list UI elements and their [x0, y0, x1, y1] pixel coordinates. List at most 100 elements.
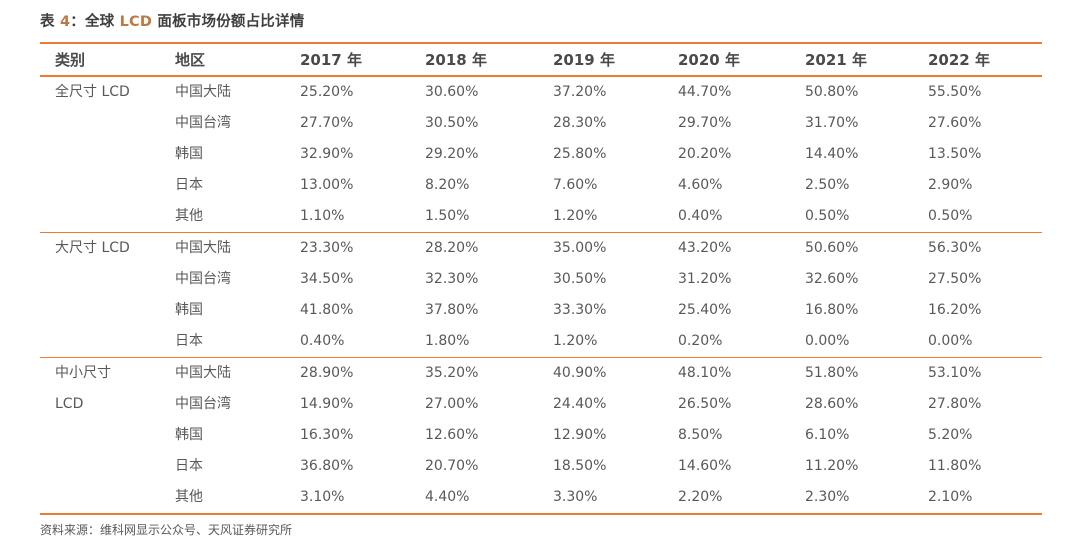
value-cell: 4.60%	[678, 177, 723, 193]
region-cell: 其他	[175, 489, 203, 505]
value-cell: 30.50%	[425, 115, 479, 131]
value-cell: 28.30%	[553, 115, 607, 131]
column-header-category: 类别	[40, 43, 160, 77]
column-header-2022: 2022 年	[913, 43, 1042, 77]
value-cell: 27.50%	[928, 271, 982, 287]
value-cell: 12.90%	[553, 427, 607, 443]
value-cell: 55.50%	[928, 84, 982, 100]
value-cell: 20.20%	[678, 146, 732, 162]
title-text: 表	[40, 14, 60, 30]
value-cell: 3.30%	[553, 489, 598, 505]
value-cell: 25.80%	[553, 146, 607, 162]
value-cell: 0.50%	[805, 208, 850, 224]
table-row: 其他 3.10% 4.40% 3.30% 2.20% 2.30% 2.10%	[40, 482, 1042, 514]
value-cell: 31.20%	[678, 271, 732, 287]
value-cell: 16.20%	[928, 302, 982, 318]
value-cell: 6.10%	[805, 427, 850, 443]
value-cell: 13.00%	[300, 177, 354, 193]
column-header-2018: 2018 年	[410, 43, 538, 77]
column-header-2017: 2017 年	[285, 43, 410, 77]
value-cell: 37.20%	[553, 84, 607, 100]
value-cell: 41.80%	[300, 302, 354, 318]
value-cell: 14.60%	[678, 458, 732, 474]
value-cell: 28.60%	[805, 396, 859, 412]
value-cell: 3.10%	[300, 489, 345, 505]
value-cell: 37.80%	[425, 302, 479, 318]
region-cell: 韩国	[175, 146, 203, 162]
value-cell: 1.10%	[300, 208, 345, 224]
value-cell: 25.20%	[300, 84, 354, 100]
value-cell: 32.30%	[425, 271, 479, 287]
region-cell: 中国台湾	[175, 396, 231, 412]
value-cell: 25.40%	[678, 302, 732, 318]
value-cell: 43.20%	[663, 232, 790, 264]
value-cell: 27.60%	[928, 115, 982, 131]
value-cell: 30.60%	[425, 84, 479, 100]
region-cell: 日本	[175, 333, 203, 349]
region-cell: 中国大陆	[160, 357, 285, 389]
value-cell: 2.50%	[805, 177, 850, 193]
value-cell: 11.20%	[805, 458, 859, 474]
value-cell: 0.50%	[928, 208, 973, 224]
value-cell: 32.60%	[805, 271, 859, 287]
table-row: 其他 1.10% 1.50% 1.20% 0.40% 0.50% 0.50%	[40, 201, 1042, 233]
region-cell: 韩国	[175, 302, 203, 318]
column-header-2020: 2020 年	[663, 43, 790, 77]
table-row: 韩国 16.30% 12.60% 12.90% 8.50% 6.10% 5.20%	[40, 420, 1042, 451]
value-cell: 11.80%	[928, 458, 982, 474]
value-cell: 1.80%	[425, 333, 470, 349]
value-cell: 30.50%	[553, 271, 607, 287]
table-row: 中小尺寸 LCD 中国大陆 28.90% 35.20% 40.90% 48.10% 51.8…	[40, 357, 1042, 514]
value-cell: 27.80%	[928, 396, 982, 412]
value-cell: 0.40%	[300, 333, 345, 349]
table-row: 全尺寸 LCD 中国大陆 25.20% 30.60% 37.20% 44.70% 50.80…	[40, 76, 1042, 108]
title-accent-text: 4	[59, 14, 71, 30]
value-cell: 28.90%	[285, 357, 410, 389]
value-cell: 7.60%	[553, 177, 598, 193]
region-cell: 日本	[175, 458, 203, 474]
value-cell: 8.20%	[425, 177, 470, 193]
value-cell: 24.40%	[553, 396, 607, 412]
value-cell: 50.60%	[790, 232, 913, 264]
value-cell: 20.70%	[425, 458, 479, 474]
value-cell: 0.00%	[928, 333, 973, 349]
table-row: 中国台湾 34.50% 32.30% 30.50% 31.20% 32.60% 27.50%	[40, 264, 1042, 295]
table-row: 大尺寸 LCD 中国大陆 23.30% 28.20% 35.00% 43.20% 50.60…	[40, 232, 1042, 358]
value-cell: 18.50%	[553, 458, 607, 474]
value-cell: 33.30%	[553, 302, 607, 318]
category-cell: 大尺寸 LCD	[40, 232, 160, 358]
page-title: 表 4：全球 LCD 面板市场份额占比详情	[40, 12, 1042, 32]
region-cell: 中国大陆	[175, 84, 231, 100]
category-cell: 中小尺寸 LCD	[40, 357, 160, 514]
table-row: 日本 13.00% 8.20% 7.60% 4.60% 2.50% 2.90%	[40, 170, 1042, 201]
value-cell: 29.20%	[425, 146, 479, 162]
value-cell: 36.80%	[300, 458, 354, 474]
market-share-table: 类别 地区 2017 年 2018 年 2019 年 2020 年 2021 年…	[40, 42, 1042, 515]
value-cell: 2.20%	[678, 489, 723, 505]
title-text: 面板市场份额占比详情	[152, 14, 305, 30]
region-cell: 日本	[175, 177, 203, 193]
value-cell: 27.00%	[425, 396, 479, 412]
title-text: ：全球	[70, 14, 120, 30]
table-body: 全尺寸 LCD 中国大陆 25.20% 30.60% 37.20% 44.70% 50.80…	[40, 76, 1042, 514]
value-cell: 53.10%	[913, 357, 1042, 389]
value-cell: 56.30%	[913, 232, 1042, 264]
value-cell: 26.50%	[678, 396, 732, 412]
value-cell: 2.90%	[928, 177, 973, 193]
value-cell: 51.80%	[790, 357, 913, 389]
value-cell: 16.80%	[805, 302, 859, 318]
value-cell: 4.40%	[425, 489, 470, 505]
value-cell: 35.00%	[538, 232, 663, 264]
category-cell: 全尺寸 LCD	[55, 84, 130, 100]
value-cell: 29.70%	[678, 115, 732, 131]
value-cell: 13.50%	[928, 146, 982, 162]
value-cell: 27.70%	[300, 115, 354, 131]
value-cell: 48.10%	[663, 357, 790, 389]
value-cell: 16.30%	[300, 427, 354, 443]
value-cell: 31.70%	[805, 115, 859, 131]
value-cell: 12.60%	[425, 427, 479, 443]
table-row: 日本 36.80% 20.70% 18.50% 14.60% 11.20% 11.80%	[40, 451, 1042, 482]
region-cell: 中国台湾	[175, 115, 231, 131]
value-cell: 1.20%	[553, 208, 598, 224]
table-row: 中国台湾 27.70% 30.50% 28.30% 29.70% 31.70% 27.60%	[40, 108, 1042, 139]
